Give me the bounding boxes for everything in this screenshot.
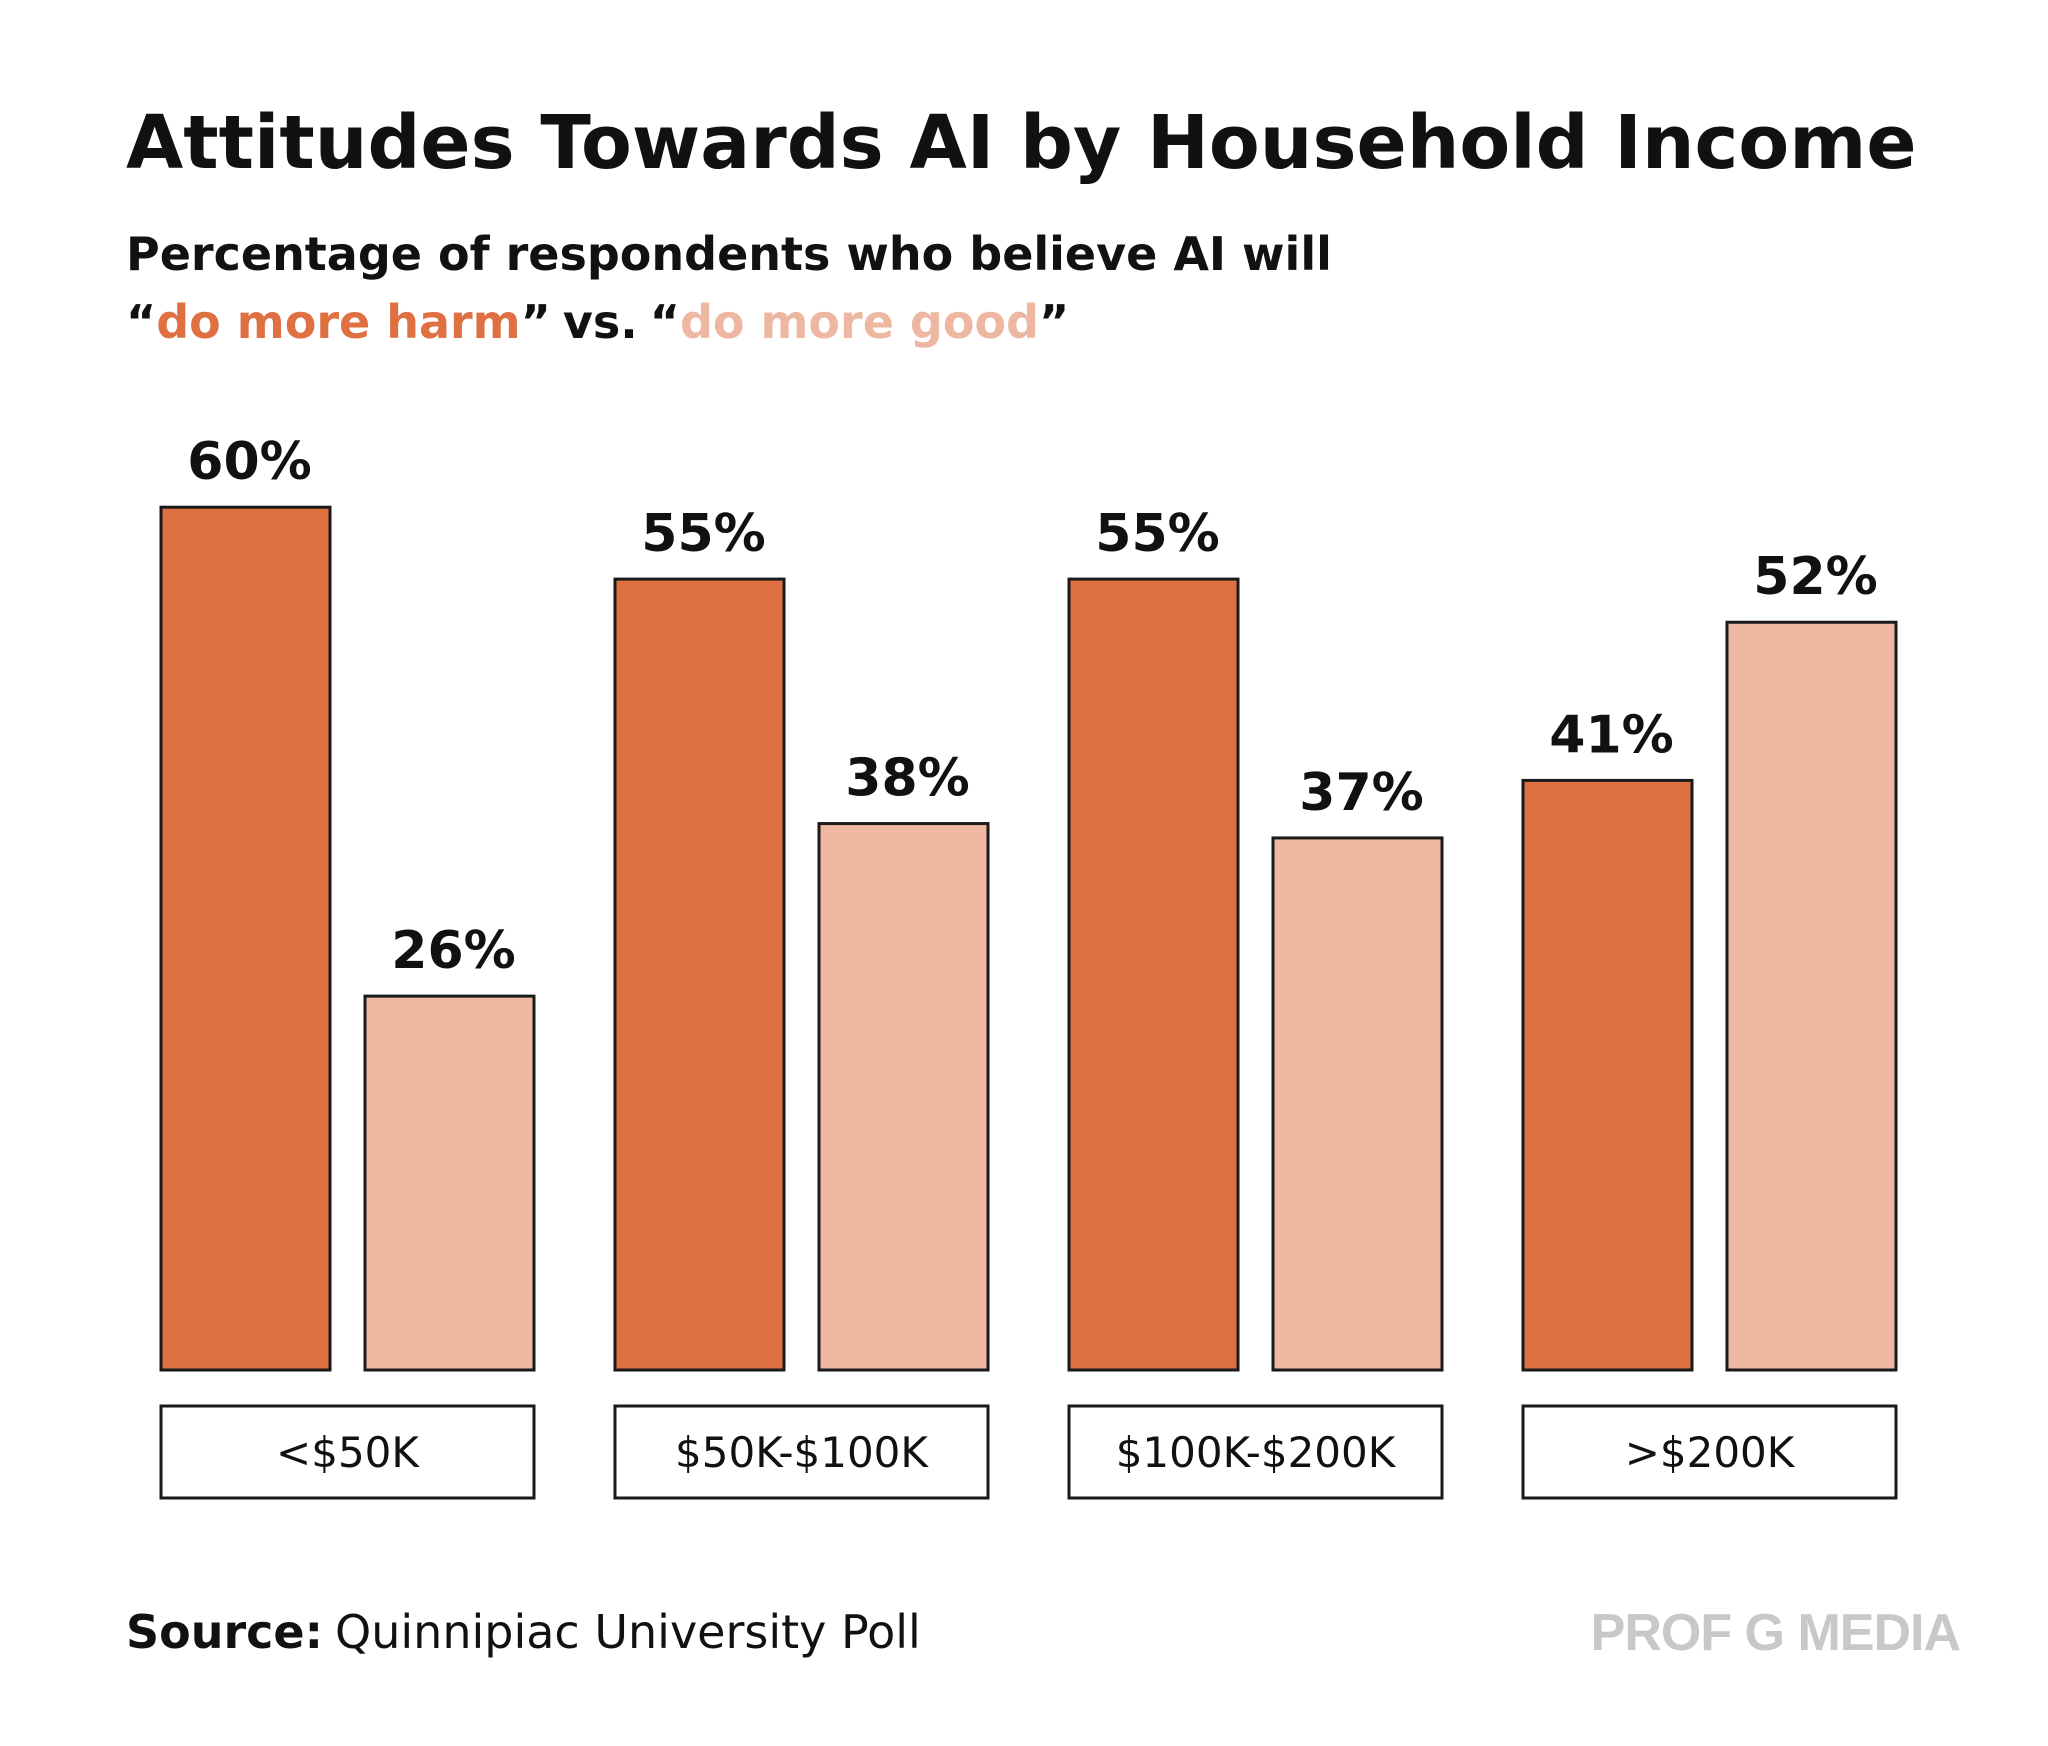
x-tick-label: >$200K: [1625, 1428, 1796, 1477]
bar: [363, 994, 536, 1372]
legend-label: do more good: [680, 295, 1039, 349]
x-tick-label: $50K-$100K: [675, 1428, 929, 1477]
value-label: 60%: [187, 432, 311, 492]
source-label: Source:: [126, 1605, 323, 1659]
bar: [1725, 620, 1898, 1372]
value-label: 55%: [641, 504, 765, 564]
value-label: 38%: [845, 749, 969, 809]
category-box: [1521, 1404, 1898, 1500]
value-label: 37%: [1299, 763, 1423, 823]
value-label: 41%: [1549, 705, 1673, 765]
x-tick-label: <$50K: [276, 1428, 420, 1477]
source-text: Quinnipiac University Poll: [335, 1605, 921, 1659]
category-box: [613, 1404, 990, 1500]
brand-mark: PROF G MEDIA: [1591, 1604, 1961, 1662]
bar: [817, 822, 990, 1372]
value-label: 55%: [1095, 504, 1219, 564]
bar: [1521, 778, 1694, 1372]
bar: [1271, 836, 1444, 1372]
source: Source: Quinnipiac University Poll: [126, 1605, 921, 1659]
chart-title: Attitudes Towards AI by Household Income: [126, 100, 1917, 186]
bar: [613, 577, 786, 1372]
value-label: 26%: [391, 921, 515, 981]
legend-quote: “: [126, 295, 156, 349]
category-box: [159, 1404, 536, 1500]
legend-quote: ”: [521, 295, 551, 349]
bar: [1067, 577, 1240, 1372]
legend-separator: vs.: [563, 295, 638, 349]
value-label: 52%: [1753, 547, 1877, 607]
legend-quote: “: [650, 295, 680, 349]
legend: “do more harm” vs. “do more good”: [126, 295, 1069, 349]
category-box: [1067, 1404, 1444, 1500]
legend-label: do more harm: [156, 295, 520, 349]
chart-subtitle: Percentage of respondents who believe AI…: [126, 227, 1332, 281]
legend-quote: ”: [1039, 295, 1069, 349]
bar: [159, 505, 332, 1372]
x-tick-label: $100K-$200K: [1116, 1428, 1397, 1477]
